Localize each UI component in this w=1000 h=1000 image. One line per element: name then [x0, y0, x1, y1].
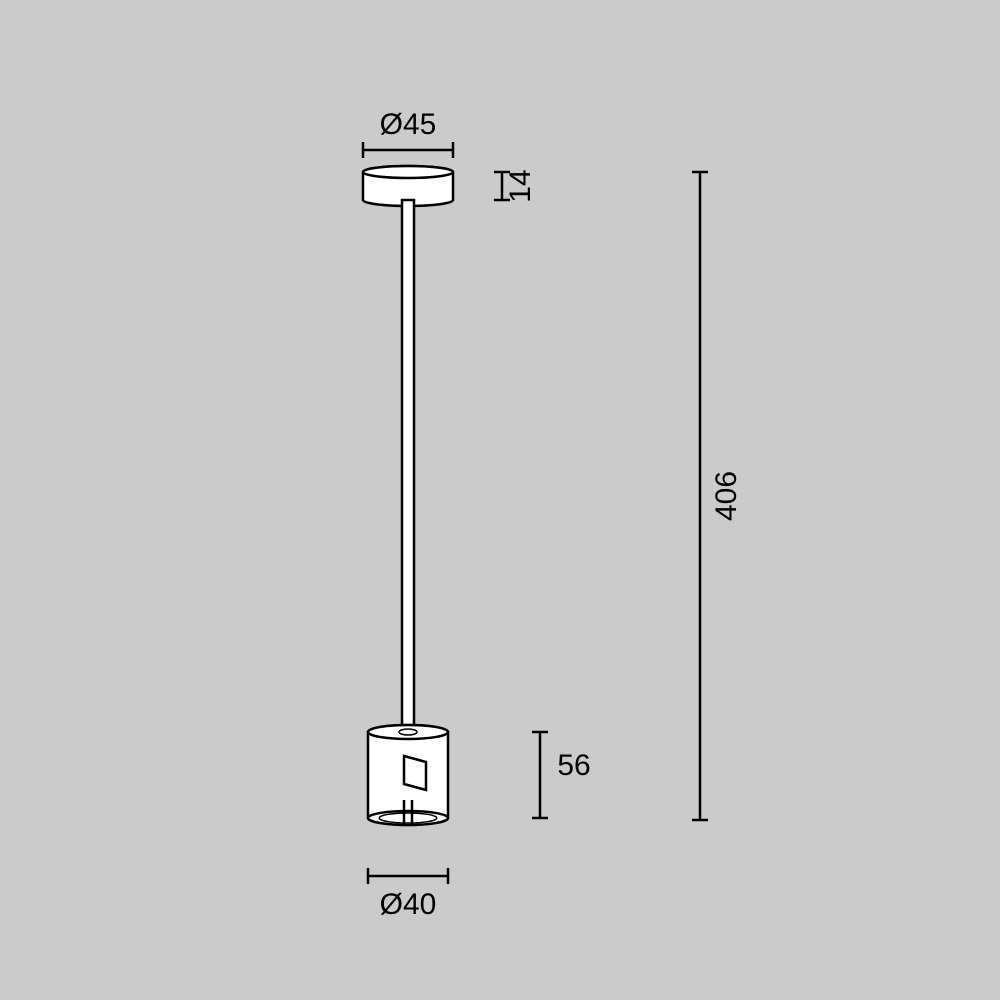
dim-top-diameter-label: Ø45	[380, 108, 437, 141]
housing-window	[404, 756, 426, 790]
bottom-housing-top	[368, 725, 448, 739]
dim-bottom-diameter-label: Ø40	[380, 888, 437, 921]
rod	[402, 200, 414, 732]
dim-total-height-label: 406	[710, 471, 743, 521]
dim-bottom-height-label: 56	[557, 749, 590, 782]
technical-drawing: Ø45 14 Ø40 56 406	[0, 0, 1000, 1000]
dim-top-height-label: 14	[504, 169, 537, 202]
top-cap-top	[363, 166, 453, 178]
